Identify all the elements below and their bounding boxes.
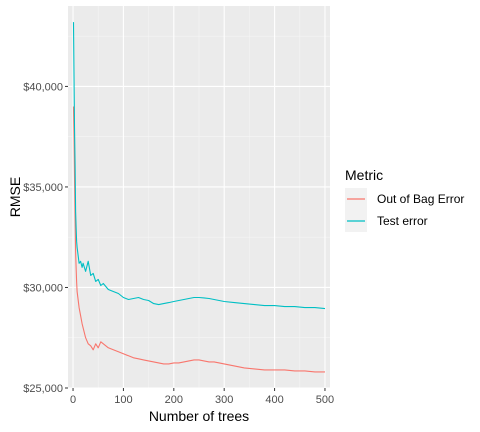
y-tick-label: $40,000 xyxy=(23,81,63,93)
series-line-out-of-bag-error xyxy=(72,106,325,373)
x-tick-label: 200 xyxy=(165,394,183,406)
series-layer xyxy=(72,22,326,373)
legend-title: Metric xyxy=(345,167,383,183)
x-axis-title: Number of trees xyxy=(149,408,249,424)
y-tick-label: $25,000 xyxy=(23,383,63,395)
legend-label-test-error: Test error xyxy=(377,214,428,228)
legend-item-test-error: Test error xyxy=(345,210,428,232)
y-axis-title: RMSE xyxy=(7,177,23,217)
x-tick-label: 500 xyxy=(316,394,334,406)
x-tick-label: 0 xyxy=(70,394,76,406)
y-tick-label: $35,000 xyxy=(23,182,63,194)
y-axis: $25,000 $30,000 $35,000 $40,000 xyxy=(23,81,68,395)
x-axis: 0 100 200 300 400 500 xyxy=(70,388,334,406)
legend: Metric Out of Bag Error Test error xyxy=(345,167,464,232)
x-tick-label: 300 xyxy=(215,394,233,406)
grid-minor xyxy=(68,6,330,388)
legend-item-out-of-bag-error: Out of Bag Error xyxy=(345,188,464,210)
series-line-test-error xyxy=(72,22,326,310)
grid-major xyxy=(68,6,330,389)
legend-label-out-of-bag-error: Out of Bag Error xyxy=(377,192,464,206)
x-tick-label: 400 xyxy=(265,394,283,406)
y-tick-label: $30,000 xyxy=(23,282,63,294)
x-tick-label: 100 xyxy=(114,394,132,406)
